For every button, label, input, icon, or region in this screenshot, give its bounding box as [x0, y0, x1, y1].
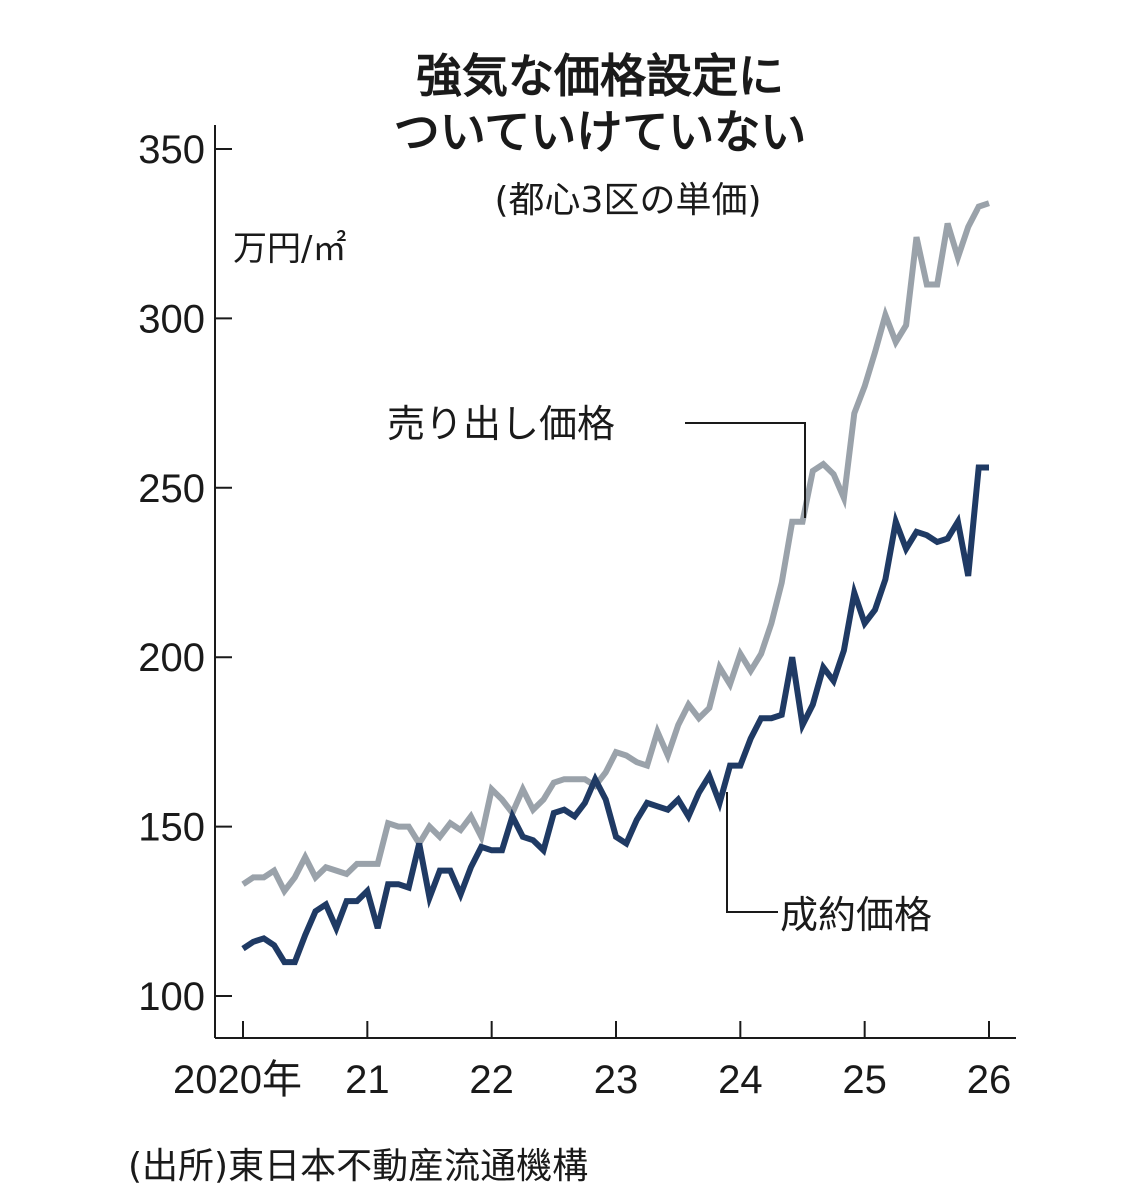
y-tick-label: 350 [138, 128, 205, 172]
y-tick-label: 150 [138, 806, 205, 850]
x-tick-label: 22 [469, 1058, 514, 1102]
x-tick-label: 24 [718, 1058, 763, 1102]
annotation-leader-asking-price [685, 422, 806, 518]
source-note: (出所)東日本不動産流通機構 [128, 1146, 588, 1187]
annotation-label-contract-price: 成約価格 [780, 893, 932, 937]
annotation-label-asking-price: 売り出し価格 [387, 402, 615, 446]
x-tick-label: 21 [345, 1058, 390, 1102]
chart-title-line-1: 強気な価格設定に [416, 49, 784, 103]
y-axis-ticks: 100 150 200 250 300 350 [138, 128, 232, 1019]
x-tick-label: 2020年 [173, 1058, 302, 1102]
x-tick-label: 26 [967, 1058, 1012, 1102]
y-tick-label: 250 [138, 467, 205, 511]
y-tick-label: 200 [138, 636, 205, 680]
series-points [242, 203, 990, 963]
series-line-contract-price [241, 464, 989, 966]
chart-title-line-2: ついていけていない [394, 105, 807, 159]
chart-subtitle: (都心3区の単価) [495, 180, 762, 221]
y-tick-label: 100 [138, 975, 205, 1019]
y-tick-label: 300 [138, 297, 205, 341]
x-axis-ticks: 2020年 21 22 23 24 25 26 [173, 1021, 1011, 1102]
x-tick-label: 25 [842, 1058, 887, 1102]
series-line-asking-price [241, 200, 990, 897]
y-axis-unit-label: 万円/㎡ [233, 229, 346, 269]
annotation-leader-contract-price [726, 792, 778, 913]
x-tick-label: 23 [594, 1058, 639, 1102]
